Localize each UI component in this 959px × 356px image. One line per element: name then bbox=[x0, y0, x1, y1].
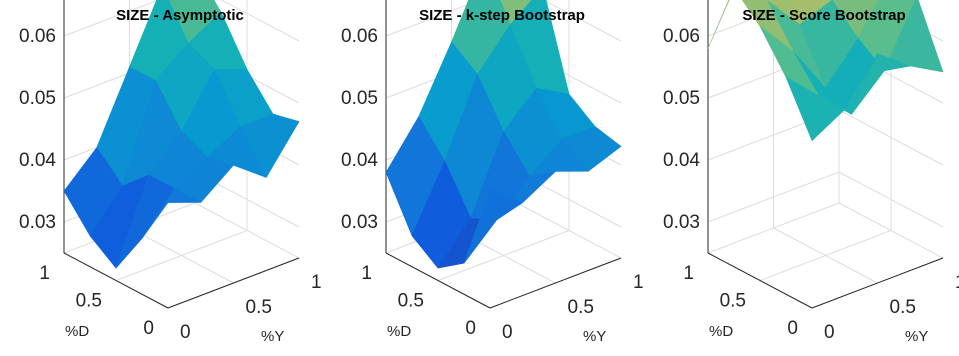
x-tick-label: 0 bbox=[824, 322, 835, 343]
floor-grid-y bbox=[437, 230, 570, 281]
y-tick-label: 1 bbox=[39, 263, 50, 284]
surface bbox=[707, 0, 944, 141]
z-tick-label: 0.05 bbox=[19, 88, 56, 109]
y-axis-line bbox=[63, 252, 169, 309]
y-tick-label: 0.5 bbox=[720, 291, 746, 312]
x-axis-line bbox=[167, 257, 300, 309]
x-tick-label: 0 bbox=[502, 322, 513, 343]
z-tick-label: 0.06 bbox=[663, 26, 700, 47]
y-axis-line bbox=[707, 252, 813, 309]
x-tick-label: 0.5 bbox=[568, 297, 594, 318]
x-tick-label: 1 bbox=[311, 272, 322, 293]
x-tick-label: 0.5 bbox=[890, 297, 916, 318]
x-tick-label: 1 bbox=[633, 272, 644, 293]
y-axis-line bbox=[385, 252, 491, 309]
axes bbox=[63, 0, 300, 309]
z-tick-label: 0.04 bbox=[663, 150, 700, 171]
y-axis-label: %D bbox=[65, 323, 89, 340]
surface bbox=[63, 0, 300, 269]
y-tick-label: 0 bbox=[465, 318, 476, 339]
z-tick-label: 0.05 bbox=[663, 88, 700, 109]
surface-facet bbox=[463, 189, 524, 264]
y-tick-label: 0 bbox=[143, 318, 154, 339]
z-tick-label: 0.05 bbox=[341, 88, 378, 109]
wall-grid-h bbox=[707, 171, 944, 228]
z-tick-label: 0.04 bbox=[341, 150, 378, 171]
z-tick-label: 0.03 bbox=[19, 212, 56, 233]
panel-title: SIZE - Asymptotic bbox=[116, 7, 244, 24]
z-tick-label: 0.03 bbox=[341, 212, 378, 233]
floor-grid-y bbox=[759, 230, 892, 281]
axes bbox=[385, 0, 622, 309]
z-tick-label: 0.03 bbox=[663, 212, 700, 233]
surface-facet bbox=[707, 0, 768, 49]
surface-facet bbox=[141, 188, 202, 239]
wall-grid-h bbox=[385, 0, 622, 42]
surface bbox=[385, 0, 622, 269]
x-axis-label: %Y bbox=[583, 328, 606, 345]
y-tick-label: 1 bbox=[361, 263, 372, 284]
y-tick-label: 0 bbox=[787, 318, 798, 339]
x-axis-label: %Y bbox=[905, 328, 928, 345]
y-axis-label: %D bbox=[387, 323, 411, 340]
x-tick-label: 0 bbox=[180, 322, 191, 343]
x-tick-label: 1 bbox=[955, 272, 959, 293]
floor-grid-y bbox=[115, 230, 248, 281]
axes bbox=[707, 0, 944, 309]
y-tick-label: 0.5 bbox=[76, 291, 102, 312]
panel-title: SIZE - k-step Bootstrap bbox=[419, 7, 585, 24]
z-tick-label: 0.04 bbox=[19, 150, 56, 171]
x-tick-label: 0.5 bbox=[246, 297, 272, 318]
x-axis-line bbox=[489, 257, 622, 309]
panel-title: SIZE - Score Bootstrap bbox=[742, 7, 905, 24]
surface-facet bbox=[499, 0, 533, 25]
z-tick-label: 0.06 bbox=[19, 26, 56, 47]
y-tick-label: 0.5 bbox=[398, 291, 424, 312]
z-tick-label: 0.06 bbox=[341, 26, 378, 47]
x-axis-label: %Y bbox=[261, 328, 284, 345]
x-axis-line bbox=[811, 257, 944, 309]
y-tick-label: 1 bbox=[683, 263, 694, 284]
surface-facet bbox=[785, 76, 846, 141]
y-axis-label: %D bbox=[709, 323, 733, 340]
wall-grid-h bbox=[63, 0, 300, 42]
